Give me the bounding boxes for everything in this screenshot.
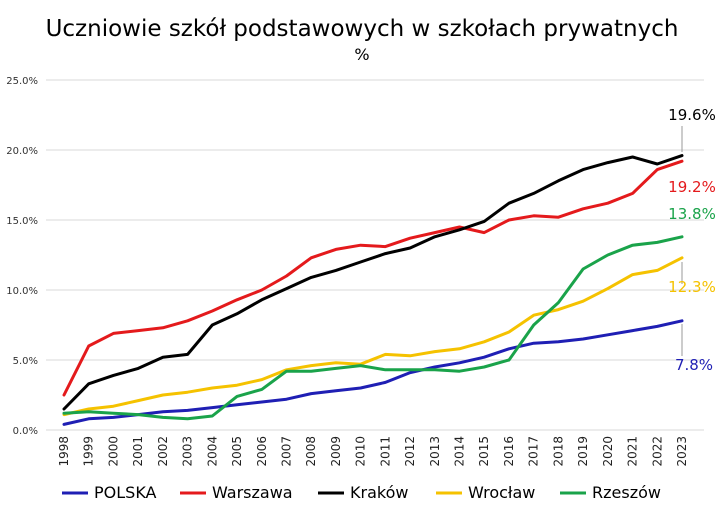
y-tick-label: 20.0%: [6, 146, 38, 157]
x-tick-label: 2005: [230, 436, 244, 467]
x-tick-label: 2016: [502, 436, 516, 467]
legend-label: Warszawa: [212, 483, 293, 502]
x-tick-label: 2010: [354, 436, 368, 467]
x-tick-label: 2003: [181, 436, 195, 467]
x-tick-label: 2021: [626, 436, 640, 467]
x-tick-label: 2001: [131, 436, 145, 467]
x-tick-label: 2018: [551, 436, 565, 467]
y-axis-ticks: 0.0% 5.0% 10.0% 15.0% 20.0% 25.0%: [6, 76, 38, 437]
legend-label: Rzeszów: [592, 483, 661, 502]
series-lines: [62, 154, 684, 426]
end-label-polska: 7.8%: [675, 356, 713, 374]
legend-label: POLSKA: [94, 483, 157, 502]
x-tick-label: 2012: [403, 436, 417, 467]
x-tick-label: 2023: [675, 436, 689, 467]
x-tick-label: 2019: [576, 436, 590, 467]
end-label-kraków: 19.6%: [668, 106, 716, 124]
x-tick-label: 2014: [453, 436, 467, 467]
end-labels: 7.8% 19.2% 19.6% 12.3% 13.8%: [668, 106, 716, 374]
x-tick-label: 2015: [477, 436, 491, 467]
y-tick-label: 15.0%: [6, 216, 38, 227]
y-tick-label: 5.0%: [13, 356, 38, 367]
x-tick-label: 1999: [82, 436, 96, 467]
x-tick-label: 2004: [205, 436, 219, 467]
series-line-kraków: [62, 154, 684, 411]
y-tick-label: 10.0%: [6, 286, 38, 297]
end-label-rzeszów: 13.8%: [668, 205, 716, 223]
y-tick-label: 0.0%: [13, 426, 38, 437]
x-tick-label: 2008: [304, 436, 318, 467]
x-tick-label: 2011: [378, 436, 392, 467]
y-tick-label: 25.0%: [6, 76, 38, 87]
series-line-polska: [62, 319, 684, 426]
chart-subtitle: %: [354, 45, 369, 64]
chart-title: Uczniowie szkół podstawowych w szkołach …: [46, 16, 679, 42]
x-tick-label: 2009: [329, 436, 343, 467]
x-tick-label: 2007: [279, 436, 293, 467]
legend-label: Wrocław: [468, 483, 535, 502]
x-tick-label: 1998: [57, 436, 71, 467]
legend-label: Kraków: [350, 483, 408, 502]
x-tick-label: 2006: [255, 436, 269, 467]
series-line-rzeszów: [62, 235, 684, 421]
x-tick-label: 2002: [156, 436, 170, 467]
series-line-warszawa: [62, 159, 684, 397]
x-tick-label: 2000: [106, 436, 120, 467]
legend: POLSKA Warszawa Kraków Wrocław Rzeszów: [62, 483, 661, 502]
x-tick-label: 2013: [428, 436, 442, 467]
x-tick-label: 2017: [527, 436, 541, 467]
x-tick-label: 2022: [650, 436, 664, 467]
end-label-warszawa: 19.2%: [668, 178, 716, 196]
series-line-wrocław: [62, 256, 684, 417]
x-axis-ticks: 1998 1999 2000 2001 2002 2003 2004 2005 2006 2007…: [57, 436, 689, 467]
end-label-wrocław: 12.3%: [668, 278, 716, 296]
x-tick-label: 2020: [601, 436, 615, 467]
